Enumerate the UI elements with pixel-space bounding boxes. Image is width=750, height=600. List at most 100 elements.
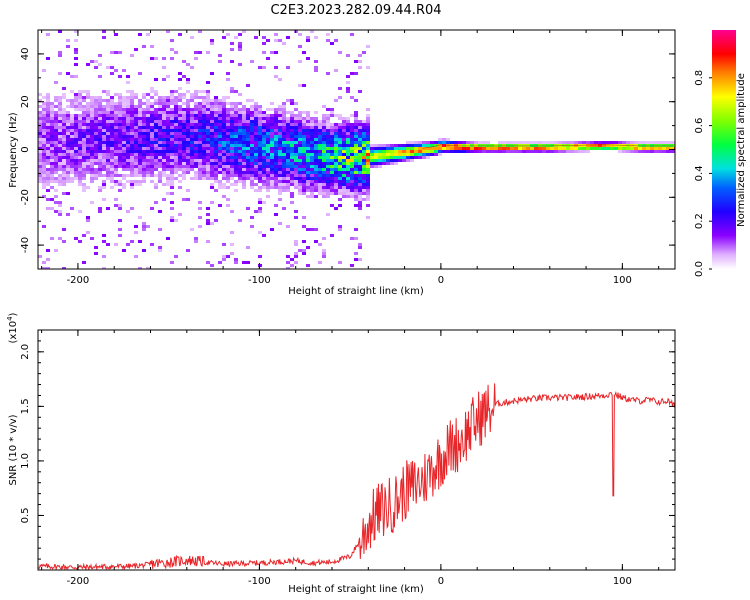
heat-cell: [46, 177, 50, 180]
heat-cell: [326, 138, 330, 141]
heat-cell: [338, 192, 342, 195]
heat-cell: [78, 90, 82, 93]
heat-cell: [150, 111, 154, 114]
heat-cell: [198, 132, 202, 135]
heat-cell: [346, 186, 350, 189]
heat-cell: [350, 192, 354, 195]
heat-cell: [170, 99, 174, 102]
heat-cell: [234, 123, 238, 126]
heat-cell: [58, 30, 62, 33]
heat-cell: [46, 249, 50, 252]
heat-cell: [318, 189, 322, 192]
heat-cell: [118, 189, 122, 192]
heat-cell: [146, 99, 150, 102]
heat-cell: [50, 198, 54, 201]
heat-cell: [166, 180, 170, 183]
heat-cell: [482, 144, 486, 147]
heat-cell: [146, 105, 150, 108]
heat-cell: [122, 138, 126, 141]
heat-cell: [278, 150, 282, 153]
heat-cell: [326, 183, 330, 186]
heat-cell: [338, 228, 342, 231]
heat-cell: [282, 174, 286, 177]
heat-cell: [134, 105, 138, 108]
heat-cell: [146, 147, 150, 150]
heat-cell: [246, 171, 250, 174]
heat-cell: [230, 123, 234, 126]
heat-cell: [334, 144, 338, 147]
heat-cell: [222, 105, 226, 108]
heat-cell: [366, 120, 370, 123]
heat-cell: [58, 114, 62, 117]
heat-cell: [306, 129, 310, 132]
heat-cell: [502, 141, 506, 144]
heat-cell: [110, 126, 114, 129]
heat-cell: [246, 132, 250, 135]
heat-cell: [238, 150, 242, 153]
heat-cell: [154, 186, 158, 189]
heat-cell: [182, 153, 186, 156]
heat-cell: [518, 147, 522, 150]
heat-cell: [138, 153, 142, 156]
heat-cell: [186, 198, 190, 201]
heat-cell: [78, 117, 82, 120]
heat-cell: [298, 156, 302, 159]
heat-cell: [86, 120, 90, 123]
heat-cell: [210, 156, 214, 159]
heat-cell: [138, 111, 142, 114]
heat-cell: [658, 150, 662, 153]
heat-cell: [470, 147, 474, 150]
heat-cell: [110, 180, 114, 183]
heat-cell: [110, 186, 114, 189]
heat-cell: [246, 177, 250, 180]
heat-cell: [130, 120, 134, 123]
heat-cell: [70, 90, 74, 93]
heat-cell: [354, 168, 358, 171]
heat-cell: [86, 156, 90, 159]
heat-cell: [322, 138, 326, 141]
heat-cell: [106, 108, 110, 111]
heat-cell: [286, 117, 290, 120]
heat-cell: [174, 141, 178, 144]
heat-cell: [210, 159, 214, 162]
heat-cell: [354, 189, 358, 192]
heat-cell: [150, 174, 154, 177]
heat-cell: [654, 147, 658, 150]
heat-cell: [218, 117, 222, 120]
heat-cell: [214, 162, 218, 165]
heat-cell: [326, 192, 330, 195]
heat-cell: [454, 150, 458, 153]
heat-cell: [194, 123, 198, 126]
heat-cell: [254, 141, 258, 144]
heat-cell: [258, 207, 262, 210]
heat-cell: [366, 132, 370, 135]
heat-cell: [270, 147, 274, 150]
heat-cell: [82, 147, 86, 150]
heat-cell: [186, 117, 190, 120]
heat-cell: [94, 150, 98, 153]
heat-cell: [134, 156, 138, 159]
x-tick-label: 0: [438, 576, 444, 587]
heat-cell: [62, 129, 66, 132]
heat-cell: [142, 45, 146, 48]
heat-cell: [102, 147, 106, 150]
heat-cell: [74, 57, 78, 60]
heat-cell: [134, 231, 138, 234]
heat-cell: [310, 171, 314, 174]
heat-cell: [174, 51, 178, 54]
heat-cell: [346, 144, 350, 147]
heat-cell: [354, 204, 358, 207]
heat-cell: [182, 159, 186, 162]
heat-cell: [98, 156, 102, 159]
heat-cell: [142, 111, 146, 114]
heat-cell: [58, 99, 62, 102]
heat-cell: [154, 144, 158, 147]
heat-cell: [118, 159, 122, 162]
heat-cell: [270, 186, 274, 189]
heat-cell: [266, 120, 270, 123]
heat-cell: [290, 159, 294, 162]
heat-cell: [454, 147, 458, 150]
heat-cell: [86, 147, 90, 150]
heat-cell: [354, 114, 358, 117]
heat-cell: [274, 135, 278, 138]
